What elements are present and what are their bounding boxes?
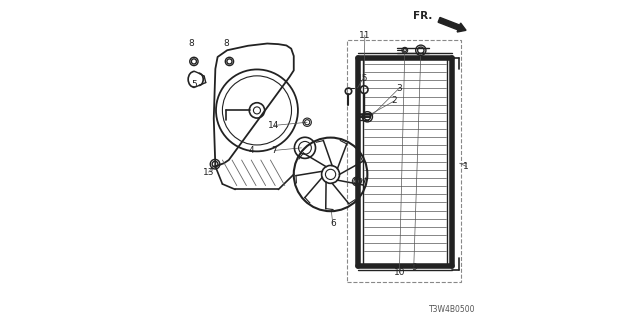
Text: 8: 8 [224, 39, 229, 48]
Text: 6: 6 [330, 220, 335, 228]
Text: FR.: FR. [413, 11, 433, 21]
Text: T3W4B0500: T3W4B0500 [429, 305, 475, 314]
Text: 3: 3 [397, 84, 402, 92]
Bar [347, 40, 461, 282]
Text: 13: 13 [203, 168, 214, 177]
Text: 5: 5 [191, 80, 197, 89]
Text: 9: 9 [411, 263, 417, 272]
Text: 2: 2 [392, 96, 397, 105]
Text: 8: 8 [188, 39, 194, 48]
Text: 12: 12 [353, 178, 364, 187]
Text: 15: 15 [358, 74, 369, 83]
FancyArrow shape [438, 18, 466, 32]
Text: 7: 7 [272, 146, 277, 155]
Text: 14: 14 [268, 121, 280, 130]
Text: 10: 10 [394, 268, 405, 277]
Text: 1: 1 [463, 162, 469, 171]
Text: 11: 11 [359, 31, 371, 40]
Text: 4: 4 [248, 146, 254, 155]
